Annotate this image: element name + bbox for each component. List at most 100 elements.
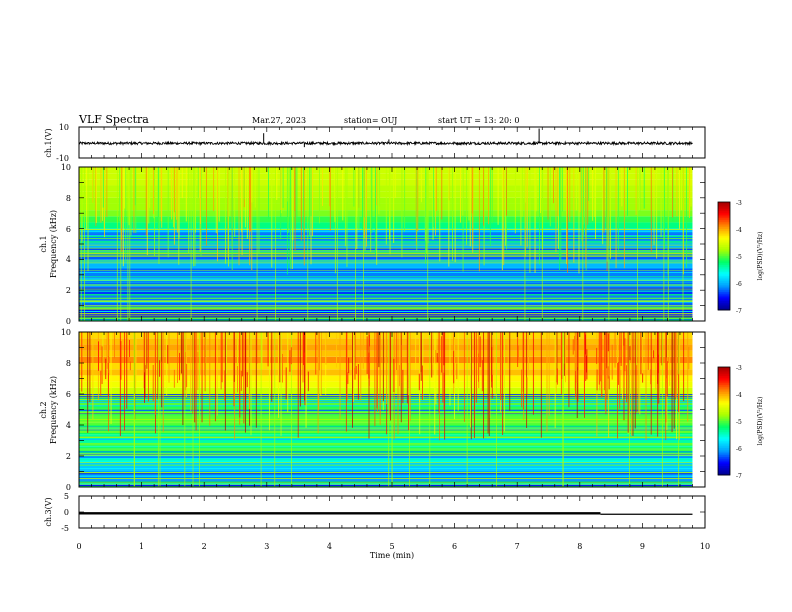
sferic-streak bbox=[576, 332, 578, 419]
sferic-streak bbox=[260, 332, 262, 487]
sferic-streak bbox=[384, 332, 386, 365]
sferic-streak bbox=[167, 167, 169, 258]
sferic-streak bbox=[440, 336, 442, 373]
cb2-tick-m5: -5 bbox=[736, 419, 742, 426]
narrowband-line bbox=[79, 232, 693, 234]
sferic-streak bbox=[289, 167, 291, 267]
ch1-frequency-ylabel: Frequency (kHz) bbox=[49, 210, 58, 278]
sferic-streak bbox=[286, 167, 288, 275]
sferic-streak bbox=[344, 167, 346, 247]
colorbar-cell bbox=[718, 433, 730, 436]
ch2-spectrogram-panel: 0 2 4 6 8 10 ch.2 Frequency (kHz) bbox=[39, 328, 706, 492]
sferic-streak bbox=[517, 332, 519, 368]
colorbar-cell bbox=[718, 207, 730, 210]
colorbar-cell bbox=[718, 270, 730, 273]
sferic-streak bbox=[488, 167, 490, 225]
sferic-streak bbox=[526, 167, 528, 231]
sferic-streak bbox=[540, 332, 542, 438]
sferic-streak bbox=[602, 167, 604, 245]
sferic-streak bbox=[364, 167, 366, 251]
sferic-streak bbox=[282, 167, 284, 208]
colorbar-cell bbox=[718, 266, 730, 269]
sferic-streak bbox=[113, 332, 115, 359]
colorbar-cell bbox=[718, 370, 730, 373]
ch2-ytick-6: 6 bbox=[66, 390, 71, 399]
sferic-streak bbox=[160, 167, 162, 222]
sferic-streak bbox=[501, 351, 503, 363]
sferic-streak bbox=[144, 332, 146, 366]
sferic-streak bbox=[639, 332, 641, 415]
narrowband-line bbox=[79, 319, 693, 321]
sferic-streak bbox=[159, 360, 161, 377]
sferic-streak bbox=[87, 332, 89, 433]
sferic-streak bbox=[675, 332, 677, 440]
narrowband-line bbox=[79, 453, 693, 454]
colorbar-cell bbox=[718, 203, 730, 206]
spectrogram-band bbox=[79, 228, 693, 235]
sferic-streak bbox=[521, 369, 523, 408]
sferic-streak bbox=[376, 167, 378, 206]
sferic-streak bbox=[481, 360, 483, 392]
sferic-streak bbox=[201, 332, 203, 423]
sferic-streak bbox=[658, 332, 660, 399]
sferic-streak bbox=[655, 332, 657, 390]
sferic-streak bbox=[379, 332, 381, 426]
sferic-streak bbox=[393, 358, 395, 392]
spectrogram-band bbox=[79, 268, 693, 278]
narrowband-line bbox=[79, 462, 693, 463]
sferic-streak bbox=[534, 167, 536, 229]
ch2-channel-label: ch.2 bbox=[39, 401, 48, 418]
sferic-streak bbox=[106, 332, 108, 369]
spectrogram-band bbox=[79, 203, 693, 211]
narrowband-line bbox=[79, 314, 693, 316]
sferic-streak bbox=[603, 167, 605, 233]
ch1-spectrogram-panel: 0 2 4 6 8 10 ch.1 Frequency (kHz) bbox=[39, 163, 706, 326]
sferic-streak bbox=[617, 332, 619, 439]
sferic-streak bbox=[184, 332, 186, 487]
narrowband-line bbox=[79, 238, 693, 240]
sferic-streak bbox=[687, 332, 689, 422]
sferic-streak bbox=[363, 167, 365, 218]
sferic-streak bbox=[236, 332, 238, 377]
sferic-streak bbox=[672, 167, 673, 218]
sferic-streak bbox=[418, 373, 420, 391]
sferic-streak bbox=[642, 373, 644, 383]
sferic-streak bbox=[362, 167, 364, 230]
ch1-ytick-top: 10 bbox=[59, 123, 69, 132]
sferic-streak bbox=[291, 167, 293, 269]
xtick-label-4: 4 bbox=[327, 542, 332, 551]
sferic-streak bbox=[250, 332, 252, 436]
sferic-streak bbox=[195, 332, 197, 431]
sferic-streak bbox=[385, 167, 387, 245]
sferic-streak bbox=[204, 345, 206, 376]
narrowband-line bbox=[79, 309, 693, 310]
sferic-streak bbox=[564, 332, 566, 383]
sferic-streak bbox=[462, 167, 464, 272]
sferic-streak bbox=[120, 167, 122, 321]
sferic-streak bbox=[442, 332, 444, 403]
sferic-streak bbox=[143, 332, 145, 389]
sferic-streak bbox=[152, 167, 154, 214]
sferic-streak bbox=[627, 167, 628, 216]
sferic-streak bbox=[579, 167, 581, 213]
colorbar-cell bbox=[718, 377, 730, 380]
narrowband-line bbox=[79, 303, 693, 305]
ch1-waveform-marks bbox=[78, 128, 693, 148]
sferic-streak bbox=[285, 367, 287, 400]
colorbar-cell bbox=[718, 279, 730, 282]
narrowband-line bbox=[79, 278, 693, 280]
sferic-streak bbox=[575, 167, 577, 211]
colorbar-cell bbox=[718, 286, 730, 289]
colorbar-cell bbox=[718, 473, 730, 476]
sferic-streak bbox=[79, 167, 81, 240]
sferic-streak bbox=[505, 167, 507, 246]
narrowband-line bbox=[79, 427, 693, 429]
sferic-streak bbox=[176, 167, 178, 233]
sferic-streak bbox=[539, 167, 540, 265]
colorbar-cell bbox=[718, 221, 730, 224]
spectrogram-band bbox=[79, 369, 693, 376]
sferic-streak bbox=[562, 167, 564, 212]
sferic-streak bbox=[520, 167, 522, 246]
colorbar-cell bbox=[718, 413, 730, 416]
spectrogram-band bbox=[79, 167, 693, 174]
